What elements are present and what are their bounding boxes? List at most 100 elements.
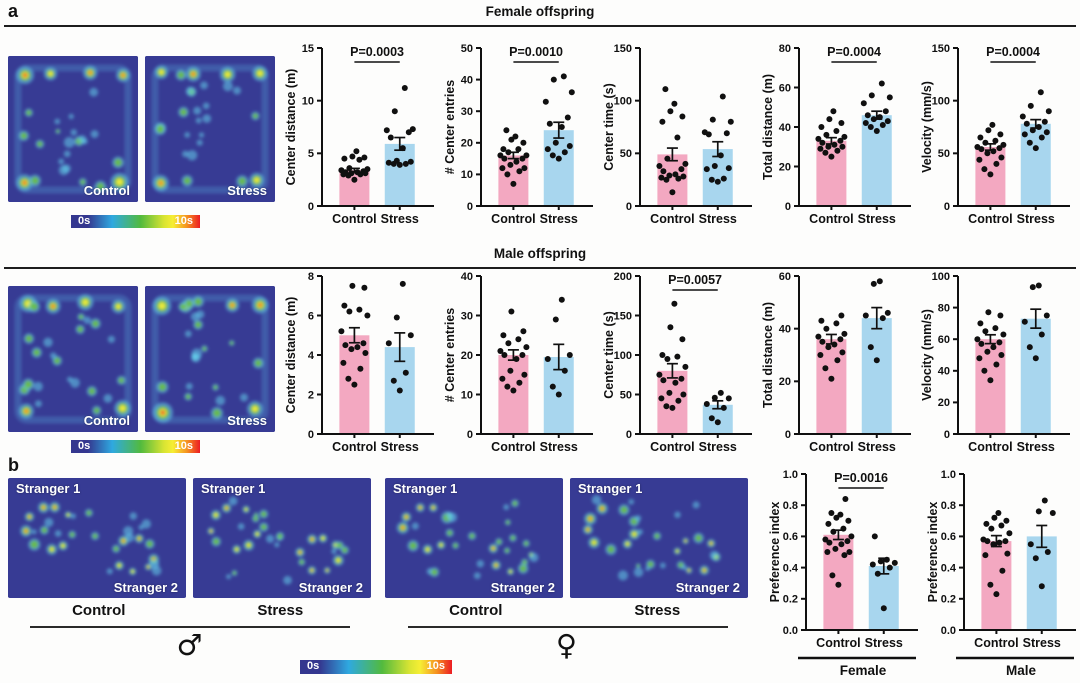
stranger1-label: Stranger 1 bbox=[16, 481, 81, 496]
female-pair-group-labels: Control Stress bbox=[385, 602, 748, 619]
svg-text:P=0.0004: P=0.0004 bbox=[986, 45, 1040, 59]
heatmap-canvas bbox=[193, 478, 371, 598]
svg-text:60: 60 bbox=[779, 271, 791, 283]
svg-text:Stress: Stress bbox=[1017, 212, 1055, 226]
svg-text:Control: Control bbox=[809, 212, 853, 226]
svg-text:20: 20 bbox=[461, 138, 473, 150]
male-sex-symbol: ♂ bbox=[176, 628, 203, 662]
svg-text:30: 30 bbox=[461, 106, 473, 118]
svg-text:60: 60 bbox=[938, 334, 950, 346]
svg-text:0: 0 bbox=[467, 429, 473, 441]
svg-text:P=0.0057: P=0.0057 bbox=[668, 273, 722, 287]
svg-text:0.4: 0.4 bbox=[783, 562, 799, 574]
svg-text:1.0: 1.0 bbox=[783, 469, 798, 481]
group-label-stress: Stress bbox=[257, 602, 304, 619]
svg-text:Stress: Stress bbox=[858, 212, 896, 226]
male-pair-underline bbox=[30, 626, 350, 628]
female-pair-underline bbox=[408, 626, 728, 628]
svg-text:Stress: Stress bbox=[865, 636, 903, 650]
svg-text:Center distance (m): Center distance (m) bbox=[284, 69, 298, 186]
chart-male-center-time: 0 50 100 150 200 Control Stress Center time (s)… bbox=[602, 264, 754, 474]
heatmap-canvas bbox=[570, 478, 748, 598]
svg-text:Velocity (mm/s): Velocity (mm/s) bbox=[920, 81, 934, 173]
svg-text:20: 20 bbox=[779, 161, 791, 173]
svg-text:2: 2 bbox=[308, 389, 314, 401]
svg-text:0.2: 0.2 bbox=[783, 594, 798, 606]
svg-text:Male: Male bbox=[1006, 663, 1037, 678]
svg-text:20: 20 bbox=[938, 397, 950, 409]
male-offspring-title: Male offspring bbox=[493, 246, 587, 261]
chart-female-velocity: 0 50 100 150 Control Stress Velocity (mm/s) P=0… bbox=[920, 36, 1072, 246]
svg-text:Center time (s): Center time (s) bbox=[602, 83, 616, 171]
colorbar-min-label: 0s bbox=[307, 660, 320, 672]
svg-text:Stress: Stress bbox=[381, 440, 419, 454]
svg-text:40: 40 bbox=[779, 324, 791, 336]
heatmap-group-label: Stress bbox=[227, 183, 267, 198]
svg-text:Female: Female bbox=[840, 663, 887, 678]
heatmap-group-label: Control bbox=[83, 183, 130, 198]
chart-female-center-distance: 0 5 10 15 Control Stress Center distance (m) P=… bbox=[284, 36, 436, 246]
chart-male-total-distance: 0 20 40 60 Control Stress Total distance (m) bbox=[761, 264, 913, 474]
svg-text:Control: Control bbox=[974, 636, 1018, 650]
chart-preference-index-male: 0.0 0.2 0.4 0.6 0.8 1.0 Control Stress Preferenc… bbox=[926, 458, 1078, 683]
heatmap-social-male-stress: Stranger 1 Stranger 2 bbox=[193, 478, 371, 598]
svg-text:30: 30 bbox=[461, 310, 473, 322]
svg-text:0: 0 bbox=[626, 201, 632, 213]
svg-text:Stress: Stress bbox=[699, 440, 737, 454]
svg-text:Control: Control bbox=[968, 212, 1012, 226]
svg-text:40: 40 bbox=[461, 271, 473, 283]
heatmap-openfield-female-stress: Stress bbox=[145, 56, 275, 202]
heatmap-canvas bbox=[8, 286, 138, 432]
preference-charts-row: 0.0 0.2 0.4 0.6 0.8 1.0 Control Stress Preferenc… bbox=[768, 458, 1078, 683]
panel-b-label: b bbox=[8, 455, 19, 475]
time-colorbar-female: 0s 10s bbox=[71, 215, 200, 228]
female-offspring-title: Female offspring bbox=[485, 4, 595, 19]
svg-text:150: 150 bbox=[614, 310, 632, 322]
svg-text:Preference index: Preference index bbox=[926, 502, 940, 603]
svg-text:10: 10 bbox=[302, 96, 314, 108]
svg-text:150: 150 bbox=[932, 43, 950, 55]
group-label-stress: Stress bbox=[634, 602, 681, 619]
svg-text:50: 50 bbox=[938, 148, 950, 160]
chart-female-center-time: 0 50 100 150 Control Stress Center time (s) bbox=[602, 36, 754, 246]
chart-male-velocity: 0 20 40 60 80 100 Control Stress Velocity (mm/s) bbox=[920, 264, 1072, 474]
group-label-control: Control bbox=[449, 602, 503, 619]
svg-text:Control: Control bbox=[650, 212, 694, 226]
heatmap-social-female-stress: Stranger 1 Stranger 2 bbox=[570, 478, 748, 598]
svg-text:P=0.0016: P=0.0016 bbox=[834, 471, 888, 485]
svg-text:Stress: Stress bbox=[540, 212, 578, 226]
svg-text:Velocity (mm/s): Velocity (mm/s) bbox=[920, 309, 934, 401]
svg-text:100: 100 bbox=[614, 96, 632, 108]
svg-text:100: 100 bbox=[932, 96, 950, 108]
chart-preference-index-female: 0.0 0.2 0.4 0.6 0.8 1.0 Control Stress Preferenc… bbox=[768, 458, 920, 683]
svg-text:Control: Control bbox=[491, 212, 535, 226]
svg-text:0.8: 0.8 bbox=[783, 500, 798, 512]
time-colorbar-social: 0s 10s bbox=[300, 660, 452, 674]
heatmap-group-label: Stress bbox=[227, 413, 267, 428]
male-pair-group-labels: Control Stress bbox=[8, 602, 371, 619]
colorbar-min-label: 0s bbox=[78, 215, 91, 227]
heatmap-canvas bbox=[8, 478, 186, 598]
svg-text:Control: Control bbox=[491, 440, 535, 454]
panel-a-label: a bbox=[8, 1, 19, 21]
chart-male-center-entries: 0 10 20 30 40 Control Stress # Center entries bbox=[443, 264, 595, 474]
svg-text:Stress: Stress bbox=[381, 212, 419, 226]
svg-text:Preference index: Preference index bbox=[768, 502, 782, 603]
svg-text:10: 10 bbox=[461, 389, 473, 401]
svg-text:Total distance (m): Total distance (m) bbox=[761, 302, 775, 408]
group-label-control: Control bbox=[72, 602, 126, 619]
svg-text:4: 4 bbox=[308, 350, 315, 362]
female-openfield-heatmaps: Control Stress bbox=[8, 56, 275, 202]
heatmap-openfield-female-control: Control bbox=[8, 56, 138, 202]
svg-text:100: 100 bbox=[932, 271, 950, 283]
svg-text:0.8: 0.8 bbox=[941, 500, 956, 512]
heatmap-openfield-male-stress: Stress bbox=[145, 286, 275, 432]
male-charts-row: 0 2 4 6 8 Control Stress Center distance (m) 0 1… bbox=[284, 264, 1072, 474]
svg-text:Stress: Stress bbox=[1023, 636, 1061, 650]
colorbar-max-label: 10s bbox=[174, 440, 193, 452]
stranger1-label: Stranger 1 bbox=[393, 481, 458, 496]
svg-text:8: 8 bbox=[308, 271, 314, 283]
svg-text:Control: Control bbox=[332, 440, 376, 454]
stranger2-label: Stranger 2 bbox=[675, 580, 740, 595]
svg-text:0: 0 bbox=[467, 201, 473, 213]
